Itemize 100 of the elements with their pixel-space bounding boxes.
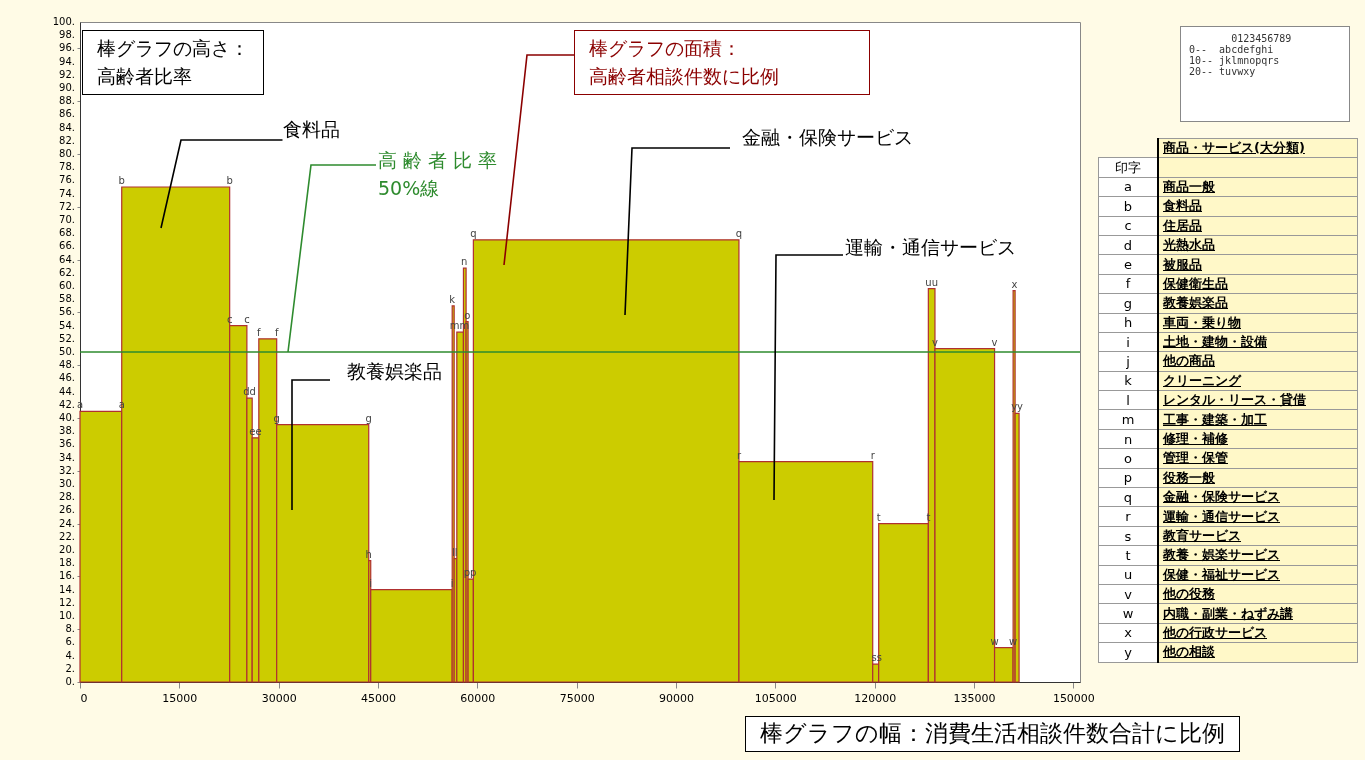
y-tick-label: 62. [59,266,75,278]
x-tick-label: 45000 [361,691,397,705]
x-tick-label: 135000 [953,691,996,705]
annotation: uu [925,276,938,288]
y-tick-label: 84. [59,121,75,133]
y-tick-label: 28. [59,491,75,503]
y-tick-label: 26. [59,504,75,516]
text: w 内職・副業・ねずみ講 [1122,605,1293,622]
text: b 食料品 [1123,198,1202,214]
y-tick-label: 100. [52,16,75,27]
y-tick-label: 38. [59,425,75,437]
text: a 商品一般 [1124,178,1215,195]
y-tick-label: 72. [59,200,75,212]
y-tick-label: 14. [59,583,75,595]
y-tick-label: 40. [59,412,75,423]
text: 0-- abcdefghi [1189,44,1274,55]
annotation: w [990,635,999,647]
y-tick-label: 4. [65,649,75,661]
note-box: 棒グラフの面積： 高齢者相談件数に比例 [574,30,870,96]
annotation: w [1009,635,1018,647]
text: t 教養・娯楽サービス [1125,547,1280,563]
y-tick-label: 66. [59,240,75,252]
y-tick-label: 76. [59,174,75,186]
x-tick-label: 0 [80,691,88,705]
y-tick-label: 90. [59,82,75,93]
annotation: i [450,577,454,589]
annotation: t [926,511,931,523]
text: i 土地・建物・設備 [1126,334,1267,350]
text: x 他の行政サービス [1124,624,1267,641]
annotation: r [736,449,742,461]
y-tick-label: 70. [59,214,75,225]
y-tick-label: 12. [59,596,75,608]
text: r 運輸・通信サービス [1125,508,1280,525]
y-tick-label: 78. [59,161,75,173]
annotation: k [449,293,456,305]
x-tick-label: 150000 [1052,691,1095,705]
annotation: g [273,412,280,424]
y-tick-label: 64. [59,253,75,265]
y-tick-label: 34. [59,451,75,463]
y-tick-label: 8. [65,623,75,635]
annotation: h [365,548,372,560]
annotation: o [464,309,471,321]
annotation: c [226,313,233,325]
y-tick-label: 0. [65,676,75,687]
text: 棒グラフの幅：消費生活相談件数合計に比例 [745,716,1240,752]
x-tick-label: 90000 [659,691,695,705]
y-tick-label: 30. [59,478,75,489]
y-tick-label: 42. [59,398,75,410]
y-tick-label: 32. [59,464,75,476]
annotation: 高齢者相談件数に比例 [589,63,780,89]
y-tick-label: 56. [59,306,75,318]
annotation: b [118,175,125,186]
x-tick-label: 30000 [261,691,297,705]
annotation: ss [871,652,882,664]
text: c 住居品 [1124,217,1202,234]
x-tick-label: 60000 [460,691,496,705]
annotation: ee [249,425,262,437]
x-tick-label: 105000 [754,691,797,705]
y-tick-label: 18. [59,557,75,569]
x-tick-label: 75000 [559,691,595,705]
y-tick-label: 2. [65,662,75,674]
annotation: q [735,227,743,239]
annotation: b [226,175,233,186]
text: p 役務一般 [1123,469,1215,486]
x-tick-label: 120000 [854,691,897,705]
text: l レンタル・リース・貸借 [1126,392,1306,408]
text: d 光熱水品 [1123,237,1215,253]
annotation: q [470,227,477,239]
y-tick-label: 82. [59,134,75,146]
annotation: 教養娯楽品 [346,359,442,385]
annotation: t [876,511,881,523]
annotation: v [932,336,939,348]
y-tick-label: 88. [59,95,75,107]
annotation: f [257,326,262,338]
text: 0123456789 [1231,33,1292,44]
text: j 他の商品 [1126,353,1215,369]
y-tick-label: 60. [59,280,75,291]
annotation: 棒グラフの面積： [589,36,742,61]
y-tick-label: 46. [59,372,75,384]
y-tick-label: 58. [59,293,75,305]
text: g 教養娯楽品 [1123,295,1228,311]
y-tick-label: 74. [59,187,75,199]
y-tick-label: 10. [59,610,75,621]
note-box: 棒グラフの高さ： 高齢者比率 [82,30,264,96]
annotation: a [118,399,125,411]
text: f 保健衛生品 [1125,275,1228,292]
annotation: pp [463,567,477,579]
annotation: r [870,449,876,461]
y-tick-label: 6. [65,636,75,648]
y-tick-label: 54. [59,319,75,331]
text: n 修理・補修 [1123,431,1228,447]
y-tick-label: 52. [59,332,75,344]
text: s 教育サービス [1124,528,1241,544]
annotation: c [244,313,250,325]
annotation: g [365,412,372,424]
y-tick-label: 86. [59,108,75,120]
text: k クリーニング [1124,372,1241,389]
text: 印字 [1098,157,1158,178]
annotation: x [1011,278,1018,290]
text: v 他の役務 [1124,586,1215,602]
